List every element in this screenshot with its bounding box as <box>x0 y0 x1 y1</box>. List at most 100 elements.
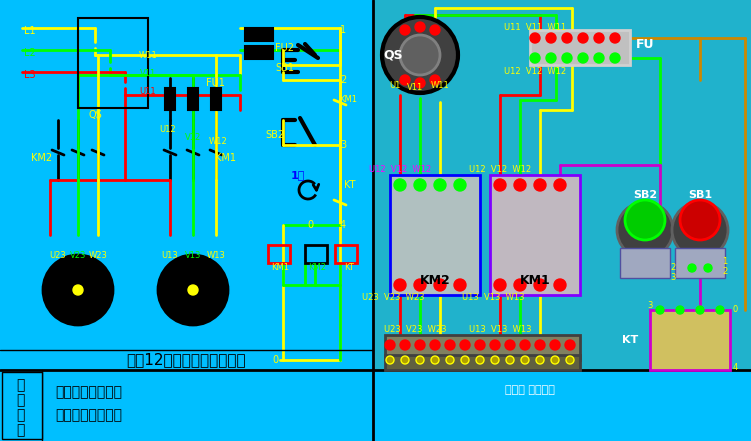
Circle shape <box>401 356 409 364</box>
Text: 4: 4 <box>732 363 737 373</box>
Text: 1秒: 1秒 <box>291 170 305 180</box>
Circle shape <box>454 279 466 291</box>
Circle shape <box>385 340 395 350</box>
Circle shape <box>386 356 394 364</box>
Bar <box>490 175 580 295</box>
Bar <box>245 28 273 41</box>
Text: V11: V11 <box>140 68 156 78</box>
Text: 0: 0 <box>732 306 737 314</box>
Text: U12: U12 <box>160 126 176 135</box>
Circle shape <box>535 340 545 350</box>
Circle shape <box>536 356 544 364</box>
Circle shape <box>494 279 506 291</box>
Text: KM2: KM2 <box>32 153 53 163</box>
Text: KM2: KM2 <box>420 273 451 287</box>
Circle shape <box>415 22 425 32</box>
Text: 0: 0 <box>272 355 278 365</box>
Circle shape <box>382 17 458 93</box>
Text: L1: L1 <box>24 26 36 36</box>
Circle shape <box>551 356 559 364</box>
Text: FU: FU <box>636 38 654 52</box>
Circle shape <box>676 306 684 314</box>
Circle shape <box>578 53 588 63</box>
Circle shape <box>400 35 440 75</box>
Circle shape <box>445 340 455 350</box>
Circle shape <box>554 279 566 291</box>
Circle shape <box>490 340 500 350</box>
Wedge shape <box>78 290 108 313</box>
Text: 2: 2 <box>671 264 676 273</box>
Wedge shape <box>78 260 101 290</box>
Wedge shape <box>170 290 193 320</box>
Circle shape <box>530 33 540 43</box>
Text: 试验12：自动顺序起动控制: 试验12：自动顺序起动控制 <box>126 352 246 367</box>
Text: KT: KT <box>344 264 354 273</box>
Bar <box>385 335 580 360</box>
Text: L3: L3 <box>24 70 36 80</box>
Text: U13  V13  W13: U13 V13 W13 <box>462 294 524 303</box>
Circle shape <box>550 340 560 350</box>
Text: U12  V12  W12: U12 V12 W12 <box>469 165 531 175</box>
Text: 作: 作 <box>16 393 24 407</box>
Text: 3: 3 <box>671 273 676 283</box>
Circle shape <box>688 264 696 272</box>
Wedge shape <box>48 267 78 290</box>
Circle shape <box>188 285 198 295</box>
Circle shape <box>416 356 424 364</box>
Circle shape <box>672 202 728 258</box>
Circle shape <box>530 53 540 63</box>
Text: W13: W13 <box>207 250 225 259</box>
Circle shape <box>446 356 454 364</box>
Text: KT: KT <box>622 335 638 345</box>
Circle shape <box>460 340 470 350</box>
Text: W11: W11 <box>430 81 449 90</box>
Circle shape <box>610 33 620 43</box>
Circle shape <box>566 356 574 364</box>
Circle shape <box>578 33 588 43</box>
Circle shape <box>430 25 440 35</box>
Text: KM1: KM1 <box>271 264 289 273</box>
Wedge shape <box>55 290 78 320</box>
Text: KM1: KM1 <box>215 153 236 163</box>
Text: KM2: KM2 <box>308 264 326 273</box>
Text: U13  V13  W13: U13 V13 W13 <box>469 325 531 335</box>
Circle shape <box>505 340 515 350</box>
Circle shape <box>394 279 406 291</box>
Text: QS: QS <box>383 49 403 61</box>
Circle shape <box>414 279 426 291</box>
Bar <box>675 248 725 278</box>
Circle shape <box>565 340 575 350</box>
Bar <box>530 30 630 65</box>
Wedge shape <box>163 267 193 290</box>
Bar <box>165 88 175 110</box>
Text: 操: 操 <box>16 378 24 392</box>
Text: 提: 提 <box>16 408 24 422</box>
Circle shape <box>506 356 514 364</box>
Circle shape <box>73 285 83 295</box>
Text: V12: V12 <box>185 134 201 142</box>
Circle shape <box>610 53 620 63</box>
Bar <box>335 245 357 263</box>
Text: SB1: SB1 <box>688 190 712 200</box>
Text: KM1: KM1 <box>520 273 550 287</box>
Circle shape <box>625 200 665 240</box>
Text: 2: 2 <box>340 75 346 85</box>
Text: 3: 3 <box>340 140 346 150</box>
Circle shape <box>562 53 572 63</box>
Text: SB2: SB2 <box>633 190 657 200</box>
Circle shape <box>394 179 406 191</box>
Circle shape <box>461 356 469 364</box>
Circle shape <box>434 179 446 191</box>
Text: SB1: SB1 <box>276 63 294 73</box>
Text: W23: W23 <box>89 250 107 259</box>
Text: U12  V12  W12: U12 V12 W12 <box>369 165 431 175</box>
Bar <box>305 245 327 263</box>
Text: U23  V23  W23: U23 V23 W23 <box>362 294 424 303</box>
Text: V11: V11 <box>407 83 423 93</box>
Wedge shape <box>193 260 216 290</box>
Circle shape <box>43 255 113 325</box>
Text: 4: 4 <box>340 220 346 230</box>
Circle shape <box>617 202 673 258</box>
Text: 1: 1 <box>340 25 346 35</box>
Text: 1: 1 <box>722 258 728 266</box>
